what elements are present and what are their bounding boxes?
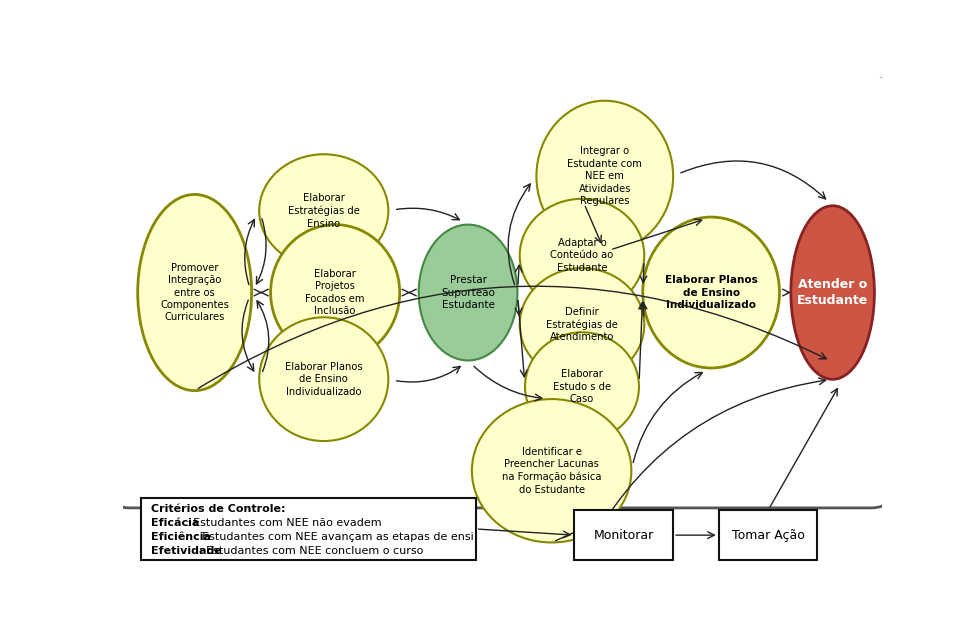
Ellipse shape bbox=[519, 268, 644, 381]
Ellipse shape bbox=[418, 224, 517, 361]
FancyBboxPatch shape bbox=[718, 511, 817, 560]
Text: Adaptar o
Conteúdo ao
Estudante: Adaptar o Conteúdo ao Estudante bbox=[551, 238, 613, 273]
Ellipse shape bbox=[525, 332, 639, 441]
Ellipse shape bbox=[259, 154, 388, 267]
Ellipse shape bbox=[137, 194, 252, 391]
Text: Integrar o
Estudante com
NEE em
Atividades
Regulares: Integrar o Estudante com NEE em Atividad… bbox=[567, 147, 642, 206]
Text: Identificar e
Preencher Lacunas
na Formação básica
do Estudante: Identificar e Preencher Lacunas na Forma… bbox=[502, 447, 602, 494]
Text: Monitorar: Monitorar bbox=[594, 529, 654, 541]
Ellipse shape bbox=[643, 217, 779, 368]
Text: Elaborar
Estudo s de
Caso: Elaborar Estudo s de Caso bbox=[553, 369, 612, 404]
Text: : Estudantes com NEE avançam as etapas de ensi: : Estudantes com NEE avançam as etapas d… bbox=[195, 532, 473, 541]
Text: Elaborar Planos
de Ensino
Individualizado: Elaborar Planos de Ensino Individualizad… bbox=[285, 362, 363, 397]
Text: Elaborar
Projetos
Focados em
Inclusão: Elaborar Projetos Focados em Inclusão bbox=[306, 269, 365, 316]
Text: : Estudantes com NEE concluem o curso: : Estudantes com NEE concluem o curso bbox=[199, 545, 423, 556]
Text: Promover
Integração
entre os
Componentes
Curriculares: Promover Integração entre os Componentes… bbox=[160, 263, 229, 322]
Ellipse shape bbox=[270, 224, 400, 361]
Text: Tomar Ação: Tomar Ação bbox=[732, 529, 805, 541]
Text: Elaborar
Estratégias de
Ensino: Elaborar Estratégias de Ensino bbox=[288, 193, 360, 228]
Text: Efetividade: Efetividade bbox=[151, 545, 221, 556]
Text: : Estudantes com NEE não evadem: : Estudantes com NEE não evadem bbox=[186, 518, 381, 528]
Text: Prestar
Suporteao
Estudante: Prestar Suporteao Estudante bbox=[441, 275, 495, 310]
Ellipse shape bbox=[791, 206, 874, 379]
Text: Elaborar Planos
de Ensino
Individualizado: Elaborar Planos de Ensino Individualizad… bbox=[664, 275, 758, 310]
Text: Definir
Estratégias de
Atendimento: Definir Estratégias de Atendimento bbox=[546, 307, 618, 343]
Ellipse shape bbox=[472, 399, 631, 543]
Text: Eficácia: Eficácia bbox=[151, 518, 199, 528]
Text: Eficiência: Eficiência bbox=[151, 532, 211, 541]
FancyBboxPatch shape bbox=[141, 498, 475, 560]
FancyBboxPatch shape bbox=[574, 511, 673, 560]
Ellipse shape bbox=[519, 199, 644, 312]
Ellipse shape bbox=[536, 101, 673, 251]
Ellipse shape bbox=[259, 317, 388, 441]
Text: Critérios de Controle:: Critérios de Controle: bbox=[151, 504, 285, 514]
FancyBboxPatch shape bbox=[111, 75, 890, 508]
Text: Atender o
Estudante: Atender o Estudante bbox=[797, 278, 868, 307]
